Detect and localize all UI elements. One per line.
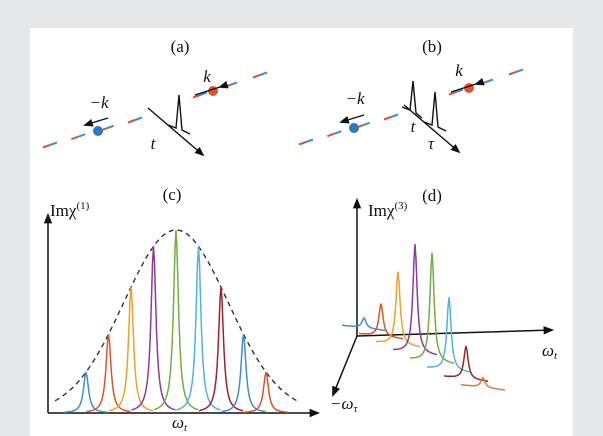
wavevector-label: −k (345, 89, 364, 108)
time-label: t (411, 117, 417, 136)
dipole (70, 135, 79, 141)
dipole (229, 81, 238, 86)
label-base: Imχ (368, 201, 395, 220)
momentum-arrow (339, 114, 365, 124)
pulse (423, 91, 447, 132)
time-label: t (151, 134, 157, 153)
panel-background (30, 28, 573, 436)
trace (393, 244, 438, 356)
dipole (298, 141, 307, 146)
dipole (448, 91, 457, 96)
momentum-arrow (194, 80, 229, 96)
label-base: ω (542, 341, 554, 360)
dipole (305, 138, 314, 143)
panel-label: (d) (422, 186, 442, 205)
label-sub: τ (353, 403, 358, 415)
wavevector-label: −k (89, 93, 108, 112)
y-axis-label: Imχ(3) (368, 200, 408, 220)
dipole (515, 68, 524, 73)
peak (131, 246, 176, 411)
dipole (77, 133, 86, 138)
particle (349, 123, 359, 133)
label-base: −ω (330, 394, 353, 413)
panel-label: (a) (171, 37, 190, 56)
label-base: ω (172, 413, 184, 432)
dipole (333, 130, 342, 135)
dipole (390, 113, 399, 118)
dipole (134, 116, 143, 121)
y-axis-label: Imχ(1) (50, 200, 90, 220)
dipole (485, 78, 494, 83)
momentum-arrow (450, 77, 485, 93)
peak (221, 334, 266, 413)
label-sub: t (554, 350, 558, 362)
particle (93, 126, 103, 136)
dipole (49, 141, 58, 146)
trace (426, 297, 472, 373)
envelope (54, 229, 298, 402)
trace (341, 316, 387, 332)
z-axis (332, 335, 358, 397)
trace (443, 345, 489, 382)
x-axis-label: ωt (542, 341, 558, 362)
panel-label: (b) (422, 37, 442, 56)
wavevector-label: k (455, 61, 463, 80)
label-base: Imχ (50, 201, 77, 220)
dipole (252, 74, 261, 79)
panel-label: (c) (163, 185, 182, 204)
time-axis (147, 107, 205, 157)
dipole (326, 132, 335, 138)
peak (153, 229, 199, 411)
trace (375, 271, 421, 348)
dipole (259, 71, 268, 76)
wavevector-label: k (203, 67, 211, 86)
momentum-arrow (83, 117, 109, 127)
label-sup: (1) (76, 200, 89, 212)
peak (108, 287, 154, 412)
trace (460, 376, 506, 391)
trace (358, 303, 404, 340)
dipole (383, 116, 392, 121)
dipole (455, 88, 464, 93)
peak (243, 371, 289, 414)
x-axis-label: ωt (172, 413, 188, 434)
time-axis (403, 104, 461, 154)
dipole (106, 124, 115, 130)
dipole (42, 144, 51, 149)
peak (86, 334, 131, 413)
dipole (508, 71, 517, 76)
label-sub: t (184, 422, 188, 434)
peak (198, 287, 244, 412)
dipole (192, 94, 201, 99)
dipole (362, 121, 371, 127)
peak (176, 246, 221, 411)
dipole (199, 91, 208, 96)
label-sup: (3) (394, 200, 407, 212)
pulse (401, 80, 423, 119)
pulse (167, 94, 191, 135)
trace (410, 252, 455, 364)
z-axis-label: −ωτ (330, 394, 358, 415)
delay-label: τ (428, 134, 435, 153)
dipole (127, 119, 136, 124)
peak (63, 371, 109, 414)
